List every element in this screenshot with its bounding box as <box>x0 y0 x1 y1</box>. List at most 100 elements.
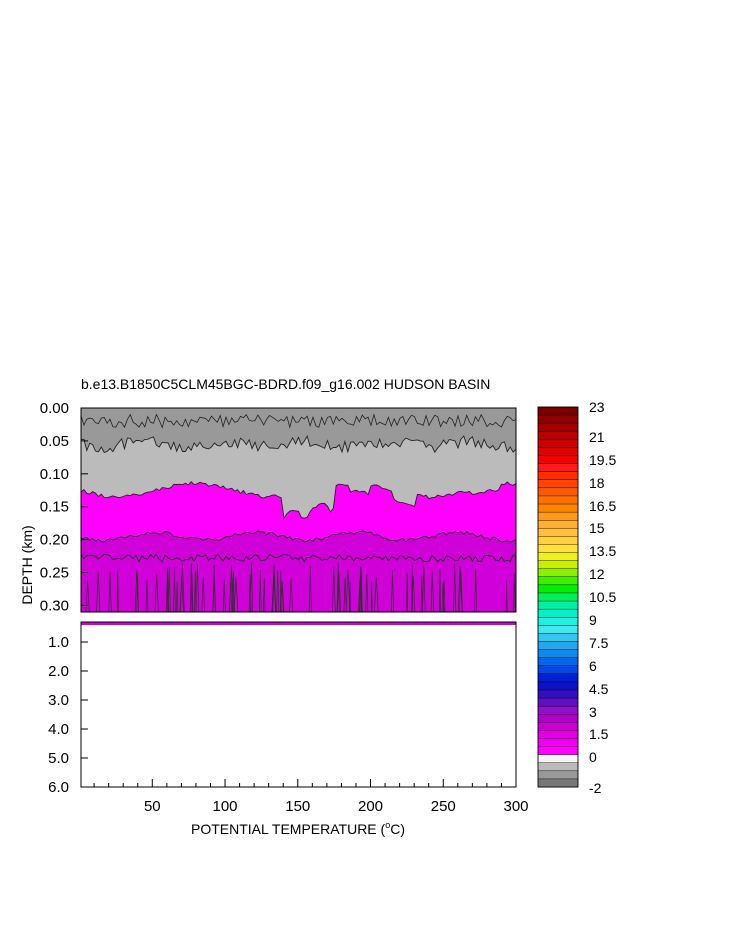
deep-spike-contour <box>96 571 101 613</box>
deep-spike-contour <box>279 570 282 613</box>
deep-spike-contour <box>154 573 159 613</box>
x-tick-label: 200 <box>358 798 383 815</box>
y-axis-label: DEPTH (km) <box>19 525 35 604</box>
lower-y-tick-label: 3.0 <box>48 692 69 709</box>
deep-spike-contour <box>248 574 252 613</box>
upper-y-tick-label: 0.05 <box>40 433 69 450</box>
deep-spike-contour <box>116 571 119 613</box>
x-axis-label-degree: o <box>385 820 390 830</box>
deep-spike-contour <box>190 573 194 613</box>
colorbar-swatch <box>537 633 579 642</box>
upper-y-tick-label: 0.15 <box>40 499 69 516</box>
deep-spike-contour <box>262 578 266 613</box>
upper-panel: 0.00 0.05 0.10 0.15 0.20 0.25 0.30 <box>40 400 517 614</box>
x-tick-label: 150 <box>285 798 310 815</box>
colorbar-label: 15 <box>589 520 605 536</box>
dark-gray-boundary-contour <box>80 434 517 454</box>
upper-y-tick-label: 0.20 <box>40 532 69 549</box>
colorbar-swatch <box>537 681 579 691</box>
colorbar-swatch <box>537 689 579 699</box>
deep-spike-contour <box>365 574 369 613</box>
lower-y-tick-label: 4.0 <box>48 721 69 738</box>
x-axis-label: POTENTIAL TEMPERATURE (oC) <box>191 820 405 837</box>
x-tick-label: 100 <box>213 798 238 815</box>
colorbar-swatch <box>537 544 579 554</box>
deep-spike-contour <box>345 569 351 613</box>
colorbar-swatch <box>537 447 579 457</box>
colorbar-swatch <box>537 592 579 602</box>
deep-spike-contour <box>370 581 373 613</box>
colorbar-swatch <box>537 762 579 772</box>
lower-panel-frame <box>80 621 517 788</box>
colorbar-swatch <box>537 778 579 788</box>
deep-spike-contour <box>420 576 424 613</box>
colorbar-label: 3 <box>589 704 597 720</box>
colorbar-label: 0 <box>589 749 597 765</box>
colorbar-label: 12 <box>589 566 605 582</box>
colorbar-swatch <box>537 649 579 659</box>
deep-spike-contour <box>391 569 394 613</box>
deep-spike-contour <box>108 571 112 613</box>
deep-spike-contour <box>85 580 90 613</box>
deep-spike-contour <box>343 577 347 613</box>
colorbar-swatch <box>537 431 579 440</box>
upper-panel-frame <box>80 407 517 613</box>
deep-spike-contour <box>308 565 312 613</box>
deep-spike-contour <box>411 564 414 613</box>
deep-spike-contour <box>271 564 277 613</box>
deep-spike-contour <box>194 571 197 613</box>
colorbar-label: 10.5 <box>589 589 616 605</box>
colorbar-swatch <box>537 406 579 416</box>
deep-spike-contour <box>406 572 409 613</box>
colorbar-swatch <box>537 608 579 618</box>
deep-spike-contour <box>259 568 262 613</box>
colorbar-label: -2 <box>589 780 602 796</box>
deep-spike-contour <box>411 576 416 613</box>
lower-panel-strip <box>81 622 516 625</box>
lower-y-tick-label: 1.0 <box>48 634 69 651</box>
colorbar-swatch <box>537 576 579 586</box>
lower-panel: 1.0 2.0 3.0 4.0 5.0 6.0 50 100 150 200 250 300 <box>48 621 529 815</box>
colorbar-swatch <box>537 455 579 465</box>
colorbar-swatch <box>537 673 579 683</box>
x-axis-label-main: POTENTIAL TEMPERATURE ( <box>191 821 386 837</box>
upper-y-tick-label: 0.00 <box>40 400 69 417</box>
colorbar-label: 21 <box>589 429 605 445</box>
deep-spike-contour <box>513 573 516 613</box>
x-tick-label: 50 <box>144 798 161 815</box>
deep-spike-contour <box>165 568 170 613</box>
deep-spike-contour <box>195 564 200 613</box>
colorbar-label: 9 <box>589 612 597 628</box>
colorbar-swatch <box>537 528 579 537</box>
colorbar-swatch <box>537 705 579 715</box>
x-axis-label-unit: C) <box>390 821 405 837</box>
colorbar-label: 4.5 <box>589 681 609 697</box>
lower-y-ticks: 1.0 2.0 3.0 4.0 5.0 6.0 <box>48 634 88 796</box>
deep-spike-contour <box>332 566 336 613</box>
colorbar-label: 1.5 <box>589 726 609 742</box>
colorbar-swatch <box>537 560 579 570</box>
magenta-boundary-contour <box>81 530 517 543</box>
deep-spike-contour <box>175 581 179 613</box>
colorbar-swatch <box>537 697 579 707</box>
deep-spike-contour <box>337 572 341 613</box>
deep-spike-contour <box>189 563 193 613</box>
colorbar-swatch <box>537 519 579 529</box>
colorbar-label: 18 <box>589 475 605 491</box>
colorbar-swatch <box>537 463 579 473</box>
colorbar-label: 7.5 <box>589 635 609 651</box>
deep-spike-contour <box>276 570 280 613</box>
lower-y-tick-label: 5.0 <box>48 750 69 767</box>
surface-contour <box>80 413 517 429</box>
colorbar-label: 23 <box>589 399 605 415</box>
colorbar-swatch <box>537 471 579 481</box>
colorbar-swatch <box>537 746 579 756</box>
colorbar-label: 16.5 <box>589 498 616 514</box>
upper-y-ticks: 0.00 0.05 0.10 0.15 0.20 0.25 0.30 <box>40 400 88 614</box>
deep-spike-contour <box>474 569 478 613</box>
colorbar-swatch <box>537 503 579 513</box>
colorbar-swatch <box>537 770 579 780</box>
deep-spike-contour <box>439 569 441 613</box>
x-tick-label: 250 <box>431 798 456 815</box>
x-axis-ticks: 50 100 150 200 250 300 <box>93 779 529 815</box>
